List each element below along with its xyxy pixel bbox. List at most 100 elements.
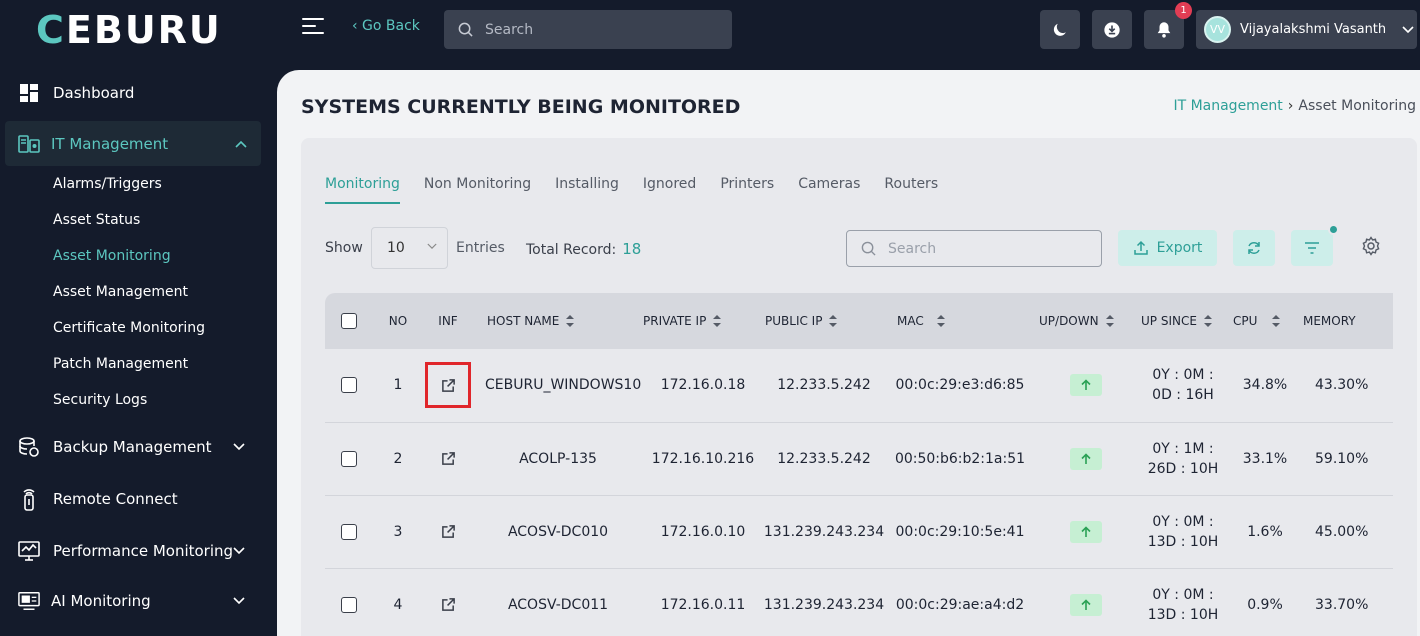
sidebar-item-label: Dashboard (53, 84, 135, 102)
table-row[interactable]: 4 ACOSV-DC011 172.16.0.11 131.239.243.23… (325, 568, 1393, 636)
tab-installing[interactable]: Installing (555, 176, 619, 192)
menu-toggle-icon[interactable] (302, 18, 324, 38)
go-back-link[interactable]: ‹ Go Back (352, 18, 420, 34)
user-name: Vijayalakshmi Vasanth (1240, 22, 1387, 37)
sidebar-item-ai-monitoring[interactable]: AI Monitoring (0, 588, 277, 614)
column-public-ip[interactable]: PUBLIC IP (763, 293, 885, 349)
row-private-ip: 172.16.0.18 (660, 377, 746, 394)
table-row[interactable]: 1 CEBURU_WINDOWS10 172.16.0.18 12.233.5.… (325, 349, 1393, 422)
sidebar-item-performance-monitoring[interactable]: Performance Monitoring (0, 538, 277, 564)
row-mac: 00:50:b6:b2:1a:51 (894, 450, 1026, 467)
row-checkbox[interactable] (341, 596, 357, 613)
breadcrumb-current: Asset Monitoring (1298, 98, 1416, 114)
column-up-down[interactable]: UP/DOWN (1035, 293, 1137, 349)
table-search[interactable] (846, 230, 1102, 267)
ceburu-logo[interactable]: CEBURU (36, 8, 222, 52)
row-public-ip: 131.239.243.234 (763, 523, 885, 540)
chevron-up-icon (235, 140, 247, 148)
user-menu[interactable]: VV Vijayalakshmi Vasanth (1196, 10, 1417, 49)
arrow-up-icon (1081, 452, 1091, 464)
row-checkbox[interactable] (341, 523, 357, 540)
column-host-name[interactable]: HOST NAME (473, 293, 643, 349)
sidebar-item-remote-connect[interactable]: Remote Connect (0, 486, 277, 512)
total-record-label: Total Record: (526, 242, 617, 258)
row-no: 4 (393, 596, 403, 613)
sidebar-item-label: IT Management (51, 134, 169, 153)
table-row[interactable]: 3 ACOSV-DC010 172.16.0.10 131.239.243.23… (325, 495, 1393, 568)
open-details-link[interactable] (425, 582, 471, 628)
notification-badge: 1 (1175, 2, 1192, 19)
sidebar-subitem-asset-management[interactable]: Asset Management (53, 284, 188, 300)
refresh-button[interactable] (1233, 230, 1275, 266)
row-public-ip: 12.233.5.242 (777, 377, 871, 394)
row-up-since-line1: 0Y : 1M : (1152, 440, 1214, 457)
table-search-input[interactable] (888, 240, 1088, 257)
column-up-since[interactable]: UP SINCE (1137, 293, 1229, 349)
sort-icon (566, 315, 575, 328)
page-size-select[interactable]: 10 (371, 227, 448, 269)
open-details-link[interactable] (425, 436, 471, 482)
row-host-name: ACOLP-135 (519, 450, 597, 467)
dark-mode-button[interactable] (1040, 10, 1080, 49)
refresh-icon (1248, 242, 1260, 254)
table-row[interactable]: 2 ACOLP-135 172.16.10.216 12.233.5.242 0… (325, 422, 1393, 495)
column-cpu-label: CPU (1233, 313, 1258, 328)
page-title: SYSTEMS CURRENTLY BEING MONITORED (301, 96, 741, 118)
breadcrumb-it-management[interactable]: IT Management (1173, 98, 1283, 114)
sidebar-subitem-patch-management[interactable]: Patch Management (53, 356, 189, 372)
filter-button[interactable] (1291, 224, 1339, 266)
tab-routers[interactable]: Routers (884, 176, 939, 192)
sidebar-item-it-management[interactable]: IT Management (5, 121, 261, 166)
assets-table: NO INF HOST NAME PRIVATE IP PUBLIC IP MA… (325, 293, 1393, 636)
open-details-link[interactable] (425, 362, 471, 409)
row-public-ip: 131.239.243.234 (763, 596, 885, 613)
select-all-checkbox[interactable] (341, 313, 357, 329)
external-link-icon (441, 598, 455, 611)
bell-icon (1157, 22, 1171, 38)
sidebar-subitem-security-logs[interactable]: Security Logs (53, 392, 148, 408)
sidebar-subitem-asset-status[interactable]: Asset Status (53, 212, 141, 228)
export-button[interactable]: Export (1118, 230, 1217, 266)
search-icon (458, 22, 473, 37)
row-checkbox[interactable] (341, 377, 357, 394)
column-cpu[interactable]: CPU (1229, 293, 1301, 349)
open-details-link[interactable] (425, 509, 471, 555)
global-search[interactable] (444, 10, 732, 49)
notifications-button[interactable]: 1 (1144, 2, 1192, 49)
arrow-up-icon (1081, 525, 1091, 537)
sidebar-subitem-certificate-monitoring[interactable]: Certificate Monitoring (53, 320, 206, 336)
tab-monitoring[interactable]: Monitoring (325, 176, 400, 204)
sort-icon (936, 315, 945, 328)
external-link-icon (441, 452, 455, 465)
row-host-name: ACOSV-DC011 (507, 596, 609, 613)
settings-button[interactable] (1361, 236, 1381, 260)
tab-cameras[interactable]: Cameras (798, 176, 861, 192)
arrow-up-icon (1081, 379, 1091, 391)
row-up-since-line2: 0D : 16H (1152, 387, 1214, 404)
total-record: Total Record: 18 (526, 240, 641, 258)
row-up-since-line2: 13D : 10H (1147, 533, 1219, 550)
download-button[interactable] (1092, 10, 1132, 49)
tab-printers[interactable]: Printers (720, 176, 775, 192)
tab-bar: Monitoring Non Monitoring Installing Ign… (325, 176, 962, 204)
tab-non-monitoring[interactable]: Non Monitoring (423, 176, 532, 192)
column-public-ip-label: PUBLIC IP (765, 313, 823, 328)
row-host-name: ACOSV-DC010 (507, 523, 609, 540)
global-search-input[interactable] (485, 21, 705, 38)
external-link-icon (441, 525, 455, 538)
sidebar-item-backup-management[interactable]: Backup Management (0, 434, 277, 460)
backup-icon (18, 436, 40, 458)
chevron-down-icon (233, 443, 245, 451)
sidebar-item-dashboard[interactable]: Dashboard (0, 80, 277, 106)
chevron-down-icon (233, 597, 245, 605)
tab-ignored[interactable]: Ignored (642, 176, 697, 192)
sidebar-subitem-asset-monitoring[interactable]: Asset Monitoring (53, 248, 171, 264)
column-host-name-label: HOST NAME (487, 313, 560, 328)
column-private-ip[interactable]: PRIVATE IP (643, 293, 763, 349)
row-checkbox[interactable] (341, 450, 357, 467)
sidebar-subitem-alarms[interactable]: Alarms/Triggers (53, 176, 162, 192)
column-mac[interactable]: MAC (885, 293, 1035, 349)
column-memory[interactable]: MEMORY (1301, 293, 1393, 349)
breadcrumb-separator: › (1287, 98, 1294, 114)
status-up-badge (1070, 447, 1102, 470)
